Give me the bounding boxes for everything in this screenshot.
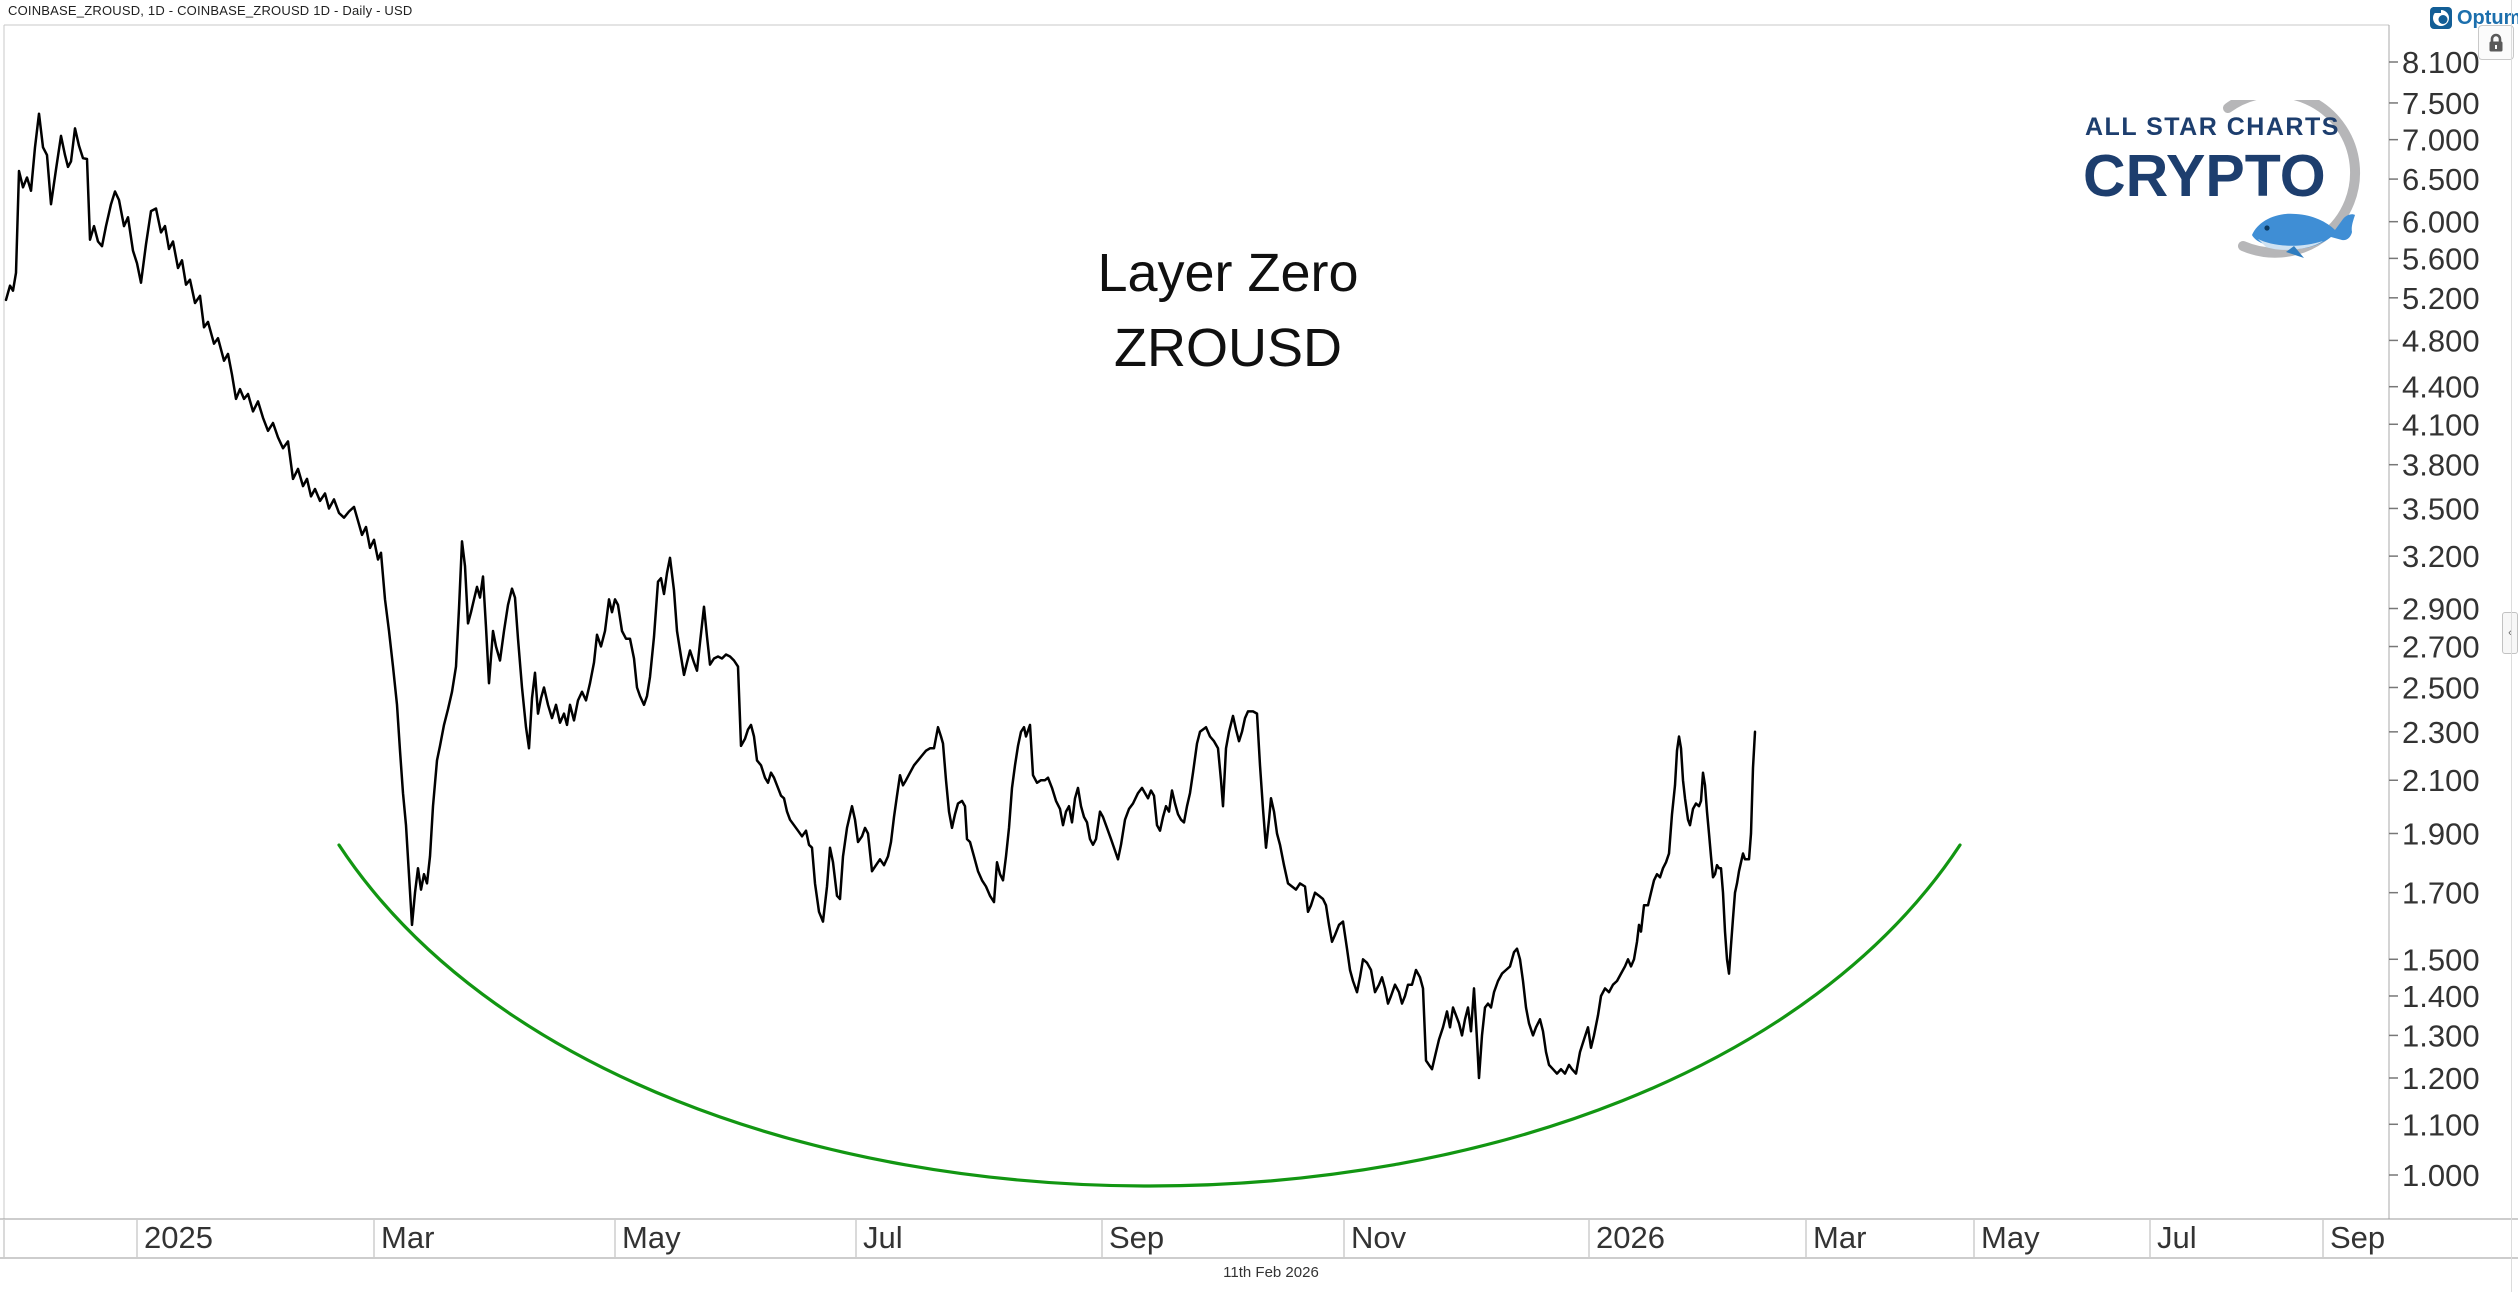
x-axis-label: 2025: [144, 1220, 213, 1255]
y-axis-label: 1.700: [2402, 876, 2480, 911]
y-axis-label: 1.900: [2402, 816, 2480, 851]
y-axis-label: 4.400: [2402, 370, 2480, 405]
y-axis-label: 8.100: [2402, 45, 2480, 80]
lock-button[interactable]: [2478, 25, 2514, 60]
optuma-wordmark: Optuma: [2457, 7, 2518, 29]
x-axis-label: Sep: [1109, 1220, 1164, 1255]
axis-date-stamp: 11th Feb 2026: [1223, 1264, 1319, 1281]
y-axis-label: 2.500: [2402, 670, 2480, 705]
y-axis-label: 1.000: [2402, 1158, 2480, 1193]
optuma-icon: [2430, 7, 2452, 29]
panel-edge-divider: [2511, 0, 2512, 1292]
y-axis-label: 1.200: [2402, 1061, 2480, 1096]
price-line[interactable]: [4, 112, 1757, 1080]
chart-title-line1: Layer Zero: [1097, 243, 1359, 303]
x-axis-label: Mar: [381, 1220, 434, 1255]
x-axis-label: 2026: [1596, 1220, 1665, 1255]
y-axis-label: 3.500: [2402, 491, 2480, 526]
y-axis-label: 3.200: [2402, 539, 2480, 574]
asc-wordmark-line2: CRYPTO: [2083, 143, 2326, 209]
chevron-left-icon: ‹: [2508, 627, 2512, 639]
y-axis-label: 7.000: [2402, 123, 2480, 158]
y-axis-label: 4.800: [2402, 323, 2480, 358]
y-axis-label: 2.900: [2402, 592, 2480, 627]
y-axis-label: 1.300: [2402, 1018, 2480, 1053]
x-axis-label: Nov: [1351, 1220, 1407, 1255]
chart-title-annotation[interactable]: Layer Zero ZROUSD: [1028, 236, 1428, 386]
y-axis-label: 2.700: [2402, 630, 2480, 665]
optuma-logo: Optuma ™: [2430, 6, 2518, 30]
x-axis-label: Jul: [863, 1220, 903, 1255]
x-axis-label: May: [1981, 1220, 2040, 1255]
x-axis-label: Mar: [1813, 1220, 1866, 1255]
y-axis-label: 3.800: [2402, 448, 2480, 483]
y-axis-label: 6.000: [2402, 205, 2480, 240]
chart-header-title: COINBASE_ZROUSD, 1D - COINBASE_ZROUSD 1D…: [8, 3, 413, 18]
lock-icon: [2489, 33, 2503, 51]
y-axis-label: 1.500: [2402, 942, 2480, 977]
y-axis-label: 6.500: [2402, 162, 2480, 197]
chart-title-line2: ZROUSD: [1114, 318, 1342, 378]
y-axis-label: 1.100: [2402, 1107, 2480, 1142]
y-axis-label: 2.300: [2402, 715, 2480, 750]
y-axis-label: 2.100: [2402, 763, 2480, 798]
asc-wordmark-line1: ALL STAR CHARTS: [2085, 113, 2340, 141]
x-axis-label: Sep: [2330, 1220, 2385, 1255]
asc-logo-graphic: [2223, 100, 2361, 258]
rounding-bottom-arc[interactable]: [337, 843, 1962, 1188]
x-axis-label: May: [622, 1220, 681, 1255]
y-axis-label: 1.400: [2402, 979, 2480, 1014]
y-axis-label: 7.500: [2402, 86, 2480, 121]
y-axis-label: 5.600: [2402, 241, 2480, 276]
allstarcharts-crypto-logo: ALL STAR CHARTS CRYPTO: [2080, 100, 2390, 265]
y-axis-label: 4.100: [2402, 407, 2480, 442]
y-axis-label: 5.200: [2402, 281, 2480, 316]
whale-icon: [2252, 213, 2355, 258]
collapse-panel-button[interactable]: ‹: [2502, 612, 2518, 654]
x-axis-label: Jul: [2157, 1220, 2197, 1255]
